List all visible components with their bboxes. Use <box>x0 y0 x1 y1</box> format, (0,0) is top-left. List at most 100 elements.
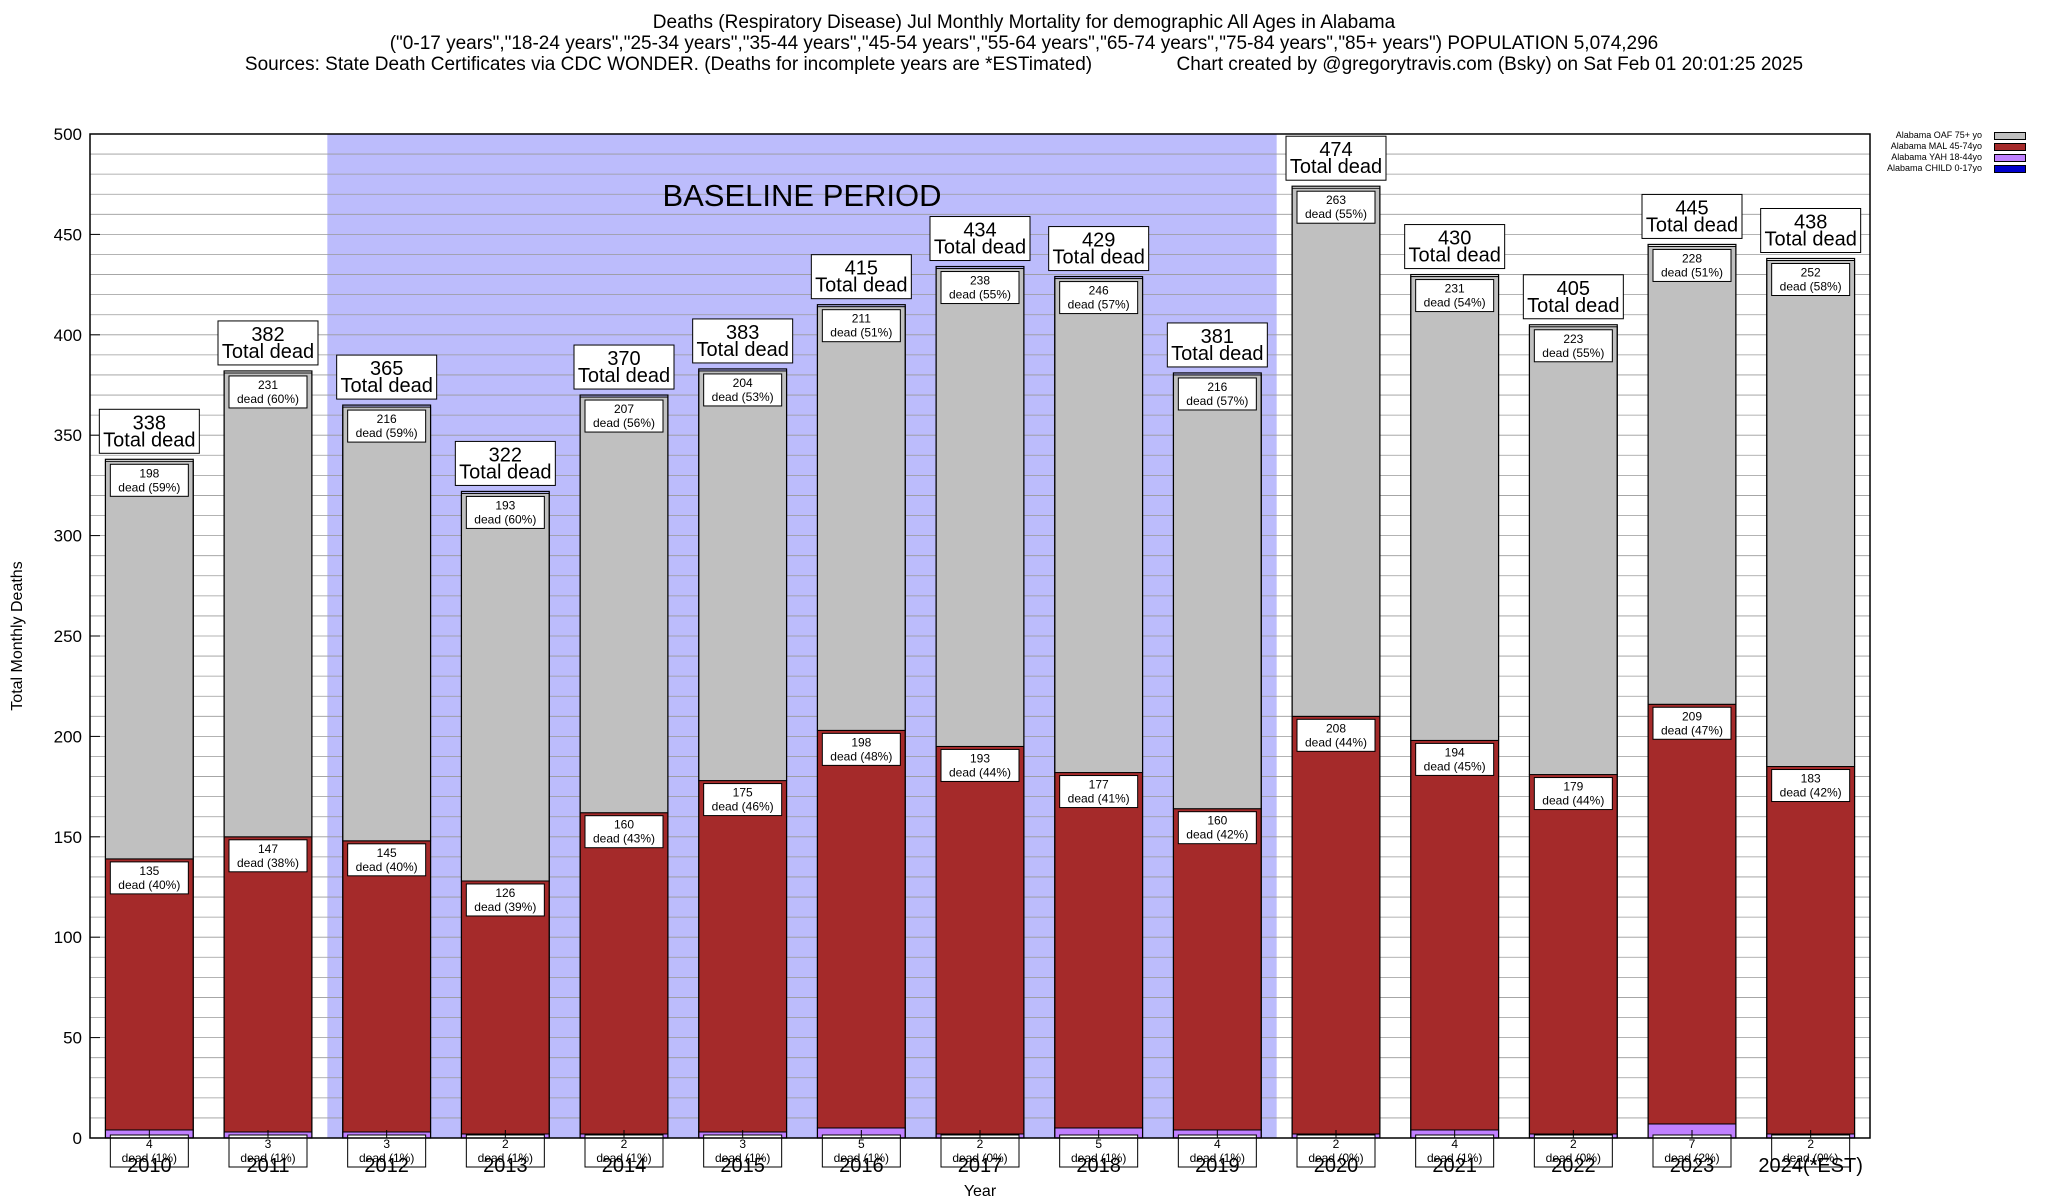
data-label-value: 183 <box>1801 772 1821 786</box>
data-label-box <box>940 271 1020 305</box>
data-label-box <box>821 1134 901 1168</box>
x-tick-label: 2014 <box>602 1155 647 1177</box>
data-label-box <box>1415 1134 1495 1168</box>
total-label-value: 381 <box>1201 326 1234 348</box>
data-label-box <box>821 309 901 343</box>
x-tick-label: 2019 <box>1195 1155 1240 1177</box>
data-label-pct: dead (51%) <box>830 326 892 340</box>
bar-segment <box>104 460 194 860</box>
total-label-text: Total dead <box>1409 245 1501 267</box>
total-label-text: Total dead <box>1171 343 1263 365</box>
bar-segment <box>1291 715 1381 1135</box>
data-label-pct: dead (48%) <box>830 749 892 763</box>
total-label-value: 434 <box>963 220 996 242</box>
chart-sources-line: Sources: State Death Certificates via CD… <box>244 54 1804 75</box>
data-label-value: 231 <box>258 378 278 392</box>
total-label-text: Total dead <box>815 275 907 297</box>
data-label-pct: dead (46%) <box>712 800 774 814</box>
data-label-value: 2 <box>502 1137 509 1151</box>
data-label-box <box>1059 281 1139 315</box>
total-label-box <box>1048 226 1150 272</box>
y-tick-label: 300 <box>54 527 82 546</box>
chart-title: Deaths (Respiratory Disease) Jul Monthly… <box>652 12 1396 33</box>
data-label-pct: dead (0%) <box>1308 1151 1363 1165</box>
total-label-box <box>810 254 912 300</box>
data-label-box <box>584 1134 664 1168</box>
chart-subtitle-age-groups: ("0-17 years","18-24 years","25-34 years… <box>389 33 1659 54</box>
data-label-value: 4 <box>146 1137 153 1151</box>
bar-segment <box>579 812 669 1135</box>
total-label-box <box>217 320 319 366</box>
total-label-value: 382 <box>251 324 284 346</box>
data-label-box <box>940 748 1020 782</box>
data-label-box <box>228 839 308 873</box>
data-label-box <box>1771 769 1851 803</box>
bar-segment <box>579 396 669 814</box>
bar-segment <box>935 268 1025 747</box>
data-label-box <box>109 463 189 497</box>
total-label-text: Total dead <box>1290 156 1382 178</box>
data-label-pct: dead (0%) <box>1783 1151 1838 1165</box>
bar-segment <box>1528 774 1618 1135</box>
data-label-box <box>703 1134 783 1168</box>
bar-segment <box>698 370 788 782</box>
data-label-pct: dead (59%) <box>118 480 180 494</box>
y-tick-label: 100 <box>54 928 82 947</box>
data-label-pct: dead (58%) <box>1780 280 1842 294</box>
data-label-pct: dead (43%) <box>593 832 655 846</box>
data-label-pct: dead (1%) <box>1071 1151 1126 1165</box>
data-label-value: 194 <box>1445 745 1465 759</box>
data-label-value: 179 <box>1563 780 1583 794</box>
total-label-value: 430 <box>1438 228 1471 250</box>
x-tick-label: 2010 <box>127 1155 172 1177</box>
data-label-box <box>1533 329 1613 363</box>
x-tick-label: 2016 <box>839 1155 884 1177</box>
x-tick-label: 2020 <box>1314 1155 1359 1177</box>
data-label-pct: dead (60%) <box>237 392 299 406</box>
data-label-value: 209 <box>1682 709 1702 723</box>
data-label-value: 126 <box>495 886 515 900</box>
bar-segment <box>223 372 313 838</box>
legend-entry: Alabama CHILD 0-17yo <box>1880 163 2040 174</box>
x-tick-label: 2024(*EST) <box>1758 1155 1863 1177</box>
legend-entry-label: Alabama OAF 75+ yo <box>1895 130 1982 140</box>
total-label-value: 383 <box>726 322 759 344</box>
data-label-value: 160 <box>1207 814 1227 828</box>
y-tick-label: 450 <box>54 225 82 244</box>
total-label-box <box>336 354 438 400</box>
x-tick-label: 2012 <box>364 1155 409 1177</box>
total-label-text: Total dead <box>1646 214 1738 236</box>
data-label-pct: dead (1%) <box>1190 1151 1245 1165</box>
legend-entry: Alabama YAH 18-44yo <box>1880 152 2040 163</box>
data-label-pct: dead (55%) <box>1305 207 1367 221</box>
data-label-value: 145 <box>377 846 397 860</box>
total-label-box <box>98 408 200 454</box>
data-label-value: 211 <box>852 312 871 326</box>
legend-swatch <box>1994 143 2026 151</box>
total-label-value: 429 <box>1082 230 1115 252</box>
x-tick-label: 2015 <box>720 1155 765 1177</box>
total-label-text: Total dead <box>341 375 433 397</box>
data-label-value: 231 <box>1445 282 1465 296</box>
bar-segment <box>460 880 550 1135</box>
data-label-pct: dead (42%) <box>1780 786 1842 800</box>
data-label-value: 5 <box>858 1137 865 1151</box>
data-label-pct: dead (1%) <box>596 1151 651 1165</box>
data-label-box <box>1296 718 1376 752</box>
bar-segment <box>1172 374 1262 810</box>
data-label-box <box>703 373 783 407</box>
total-label-box <box>1285 135 1387 181</box>
baseline-period-label: BASELINE PERIOD <box>662 178 941 213</box>
total-label-text: Total dead <box>934 237 1026 259</box>
total-label-value: 365 <box>370 358 403 380</box>
data-label-value: 204 <box>733 376 753 390</box>
data-label-box <box>1296 1134 1376 1168</box>
data-label-pct: dead (47%) <box>1661 723 1723 737</box>
bar-segment <box>1410 276 1500 741</box>
data-label-value: 3 <box>383 1137 390 1151</box>
